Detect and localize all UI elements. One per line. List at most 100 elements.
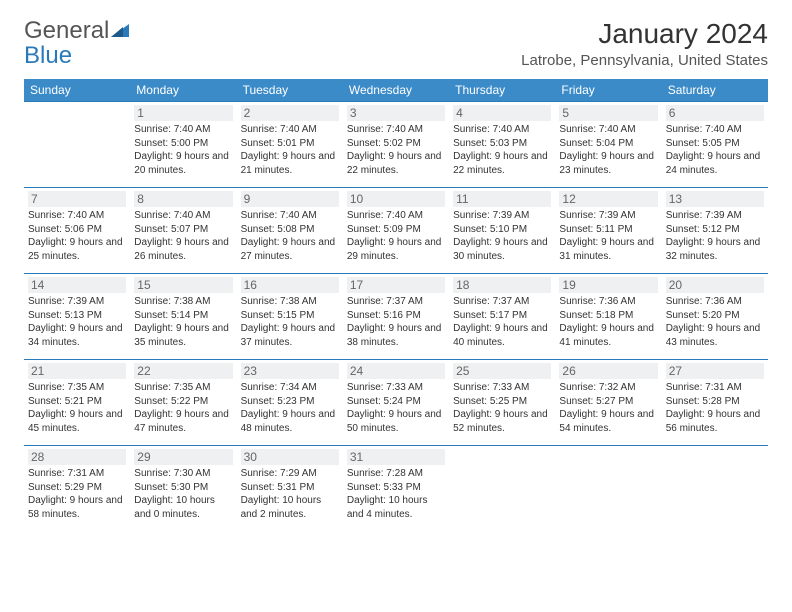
calendar-day-cell: 17 Sunrise: 7:37 AMSunset: 5:16 PMDayligh… [343,274,449,360]
calendar-day-cell: 6Sunrise: 7:40 AMSunset: 5:05 PMDaylight… [662,102,768,188]
calendar-day-cell: 29Sunrise: 7:30 AMSunset: 5:30 PMDayligh… [130,446,236,532]
day-details: Sunrise: 7:39 AMSunset: 5:12 PMDaylight:… [666,209,764,263]
calendar-empty-cell [24,102,130,188]
calendar-week-row: 28 Sunrise: 7:31 AMSunset: 5:29 PMDayligh… [24,446,768,532]
calendar-day-cell: 24 Sunrise: 7:33 AMSunset: 5:24 PMDayligh… [343,360,449,446]
day-number: 25 [453,363,551,379]
day-number: 2 [241,105,339,121]
calendar-day-cell: 8Sunrise: 7:40 AMSunset: 5:07 PMDaylight… [130,188,236,274]
day-number: 28 [28,449,126,465]
calendar-empty-cell [449,446,555,532]
location-text: Latrobe, Pennsylvania, United States [521,52,768,69]
day-number: 19 [559,277,657,293]
day-number: 9 [241,191,339,207]
calendar-day-cell: 14 Sunrise: 7:39 AMSunset: 5:13 PMDayligh… [24,274,130,360]
calendar-day-cell: 20 Sunrise: 7:36 AMSunset: 5:20 PMDayligh… [662,274,768,360]
weekday-header: Sunday [24,79,130,102]
day-details: Sunrise: 7:31 AMSunset: 5:29 PMDaylight:… [28,467,126,521]
logo-text-blue: Blue [24,42,72,69]
title-block: January 2024 Latrobe, Pennsylvania, Unit… [521,18,768,69]
day-number: 1 [134,105,232,121]
day-details: Sunrise: 7:40 AMSunset: 5:09 PMDaylight:… [347,209,445,263]
day-details: Sunrise: 7:37 AMSunset: 5:16 PMDaylight:… [347,295,445,349]
header: GeneralBlue January 2024 Latrobe, Pennsy… [24,18,768,69]
day-details: Sunrise: 7:40 AMSunset: 5:02 PMDaylight:… [347,123,445,177]
day-details: Sunrise: 7:30 AMSunset: 5:30 PMDaylight:… [134,467,232,521]
calendar-day-cell: 15 Sunrise: 7:38 AMSunset: 5:14 PMDayligh… [130,274,236,360]
logo-text-general: General [24,17,109,44]
day-details: Sunrise: 7:40 AMSunset: 5:03 PMDaylight:… [453,123,551,177]
day-details: Sunrise: 7:40 AMSunset: 5:01 PMDaylight:… [241,123,339,177]
weekday-header: Friday [555,79,661,102]
day-number: 4 [453,105,551,121]
day-number: 18 [453,277,551,293]
calendar-day-cell: 13 Sunrise: 7:39 AMSunset: 5:12 PMDayligh… [662,188,768,274]
day-details: Sunrise: 7:34 AMSunset: 5:23 PMDaylight:… [241,381,339,435]
calendar-day-cell: 23 Sunrise: 7:34 AMSunset: 5:23 PMDayligh… [237,360,343,446]
day-number: 15 [134,277,232,293]
day-details: Sunrise: 7:40 AMSunset: 5:00 PMDaylight:… [134,123,232,177]
calendar-day-cell: 19Sunrise: 7:36 AMSunset: 5:18 PMDayligh… [555,274,661,360]
day-number: 30 [241,449,339,465]
day-number: 27 [666,363,764,379]
weekday-header: Wednesday [343,79,449,102]
day-details: Sunrise: 7:31 AMSunset: 5:28 PMDaylight:… [666,381,764,435]
day-details: Sunrise: 7:40 AMSunset: 5:06 PMDaylight:… [28,209,126,263]
day-details: Sunrise: 7:35 AMSunset: 5:22 PMDaylight:… [134,381,232,435]
day-number: 13 [666,191,764,207]
calendar-day-cell: 25 Sunrise: 7:33 AMSunset: 5:25 PMDayligh… [449,360,555,446]
calendar-empty-cell [662,446,768,532]
day-details: Sunrise: 7:40 AMSunset: 5:04 PMDaylight:… [559,123,657,177]
day-details: Sunrise: 7:39 AMSunset: 5:13 PMDaylight:… [28,295,126,349]
day-number: 7 [28,191,126,207]
calendar-day-cell: 31Sunrise: 7:28 AMSunset: 5:33 PMDayligh… [343,446,449,532]
day-details: Sunrise: 7:35 AMSunset: 5:21 PMDaylight:… [28,381,126,435]
day-number: 31 [347,449,445,465]
day-details: Sunrise: 7:33 AMSunset: 5:24 PMDaylight:… [347,381,445,435]
calendar-day-cell: 21 Sunrise: 7:35 AMSunset: 5:21 PMDayligh… [24,360,130,446]
day-details: Sunrise: 7:36 AMSunset: 5:20 PMDaylight:… [666,295,764,349]
calendar-table: SundayMondayTuesdayWednesdayThursdayFrid… [24,79,768,532]
day-number: 5 [559,105,657,121]
calendar-week-row: 7 Sunrise: 7:40 AMSunset: 5:06 PMDaylight… [24,188,768,274]
calendar-header-row: SundayMondayTuesdayWednesdayThursdayFrid… [24,79,768,102]
day-details: Sunrise: 7:39 AMSunset: 5:11 PMDaylight:… [559,209,657,263]
weekday-header: Saturday [662,79,768,102]
day-number: 23 [241,363,339,379]
calendar-day-cell: 2 Sunrise: 7:40 AMSunset: 5:01 PMDaylight… [237,102,343,188]
calendar-week-row: 21 Sunrise: 7:35 AMSunset: 5:21 PMDayligh… [24,360,768,446]
calendar-day-cell: 5 Sunrise: 7:40 AMSunset: 5:04 PMDaylight… [555,102,661,188]
calendar-day-cell: 9 Sunrise: 7:40 AMSunset: 5:08 PMDaylight… [237,188,343,274]
day-details: Sunrise: 7:37 AMSunset: 5:17 PMDaylight:… [453,295,551,349]
day-details: Sunrise: 7:40 AMSunset: 5:08 PMDaylight:… [241,209,339,263]
day-number: 6 [666,105,764,121]
day-details: Sunrise: 7:38 AMSunset: 5:14 PMDaylight:… [134,295,232,349]
day-details: Sunrise: 7:39 AMSunset: 5:10 PMDaylight:… [453,209,551,263]
day-number: 17 [347,277,445,293]
day-number: 22 [134,363,232,379]
weekday-header: Monday [130,79,236,102]
day-number: 21 [28,363,126,379]
day-number: 20 [666,277,764,293]
day-number: 12 [559,191,657,207]
calendar-day-cell: 10Sunrise: 7:40 AMSunset: 5:09 PMDayligh… [343,188,449,274]
calendar-day-cell: 1 Sunrise: 7:40 AMSunset: 5:00 PMDaylight… [130,102,236,188]
day-details: Sunrise: 7:33 AMSunset: 5:25 PMDaylight:… [453,381,551,435]
day-number: 24 [347,363,445,379]
day-details: Sunrise: 7:32 AMSunset: 5:27 PMDaylight:… [559,381,657,435]
calendar-week-row: 1 Sunrise: 7:40 AMSunset: 5:00 PMDaylight… [24,102,768,188]
calendar-day-cell: 30Sunrise: 7:29 AMSunset: 5:31 PMDayligh… [237,446,343,532]
day-number: 16 [241,277,339,293]
logo-sail-icon [111,18,131,43]
calendar-day-cell: 28 Sunrise: 7:31 AMSunset: 5:29 PMDayligh… [24,446,130,532]
calendar-day-cell: 11 Sunrise: 7:39 AMSunset: 5:10 PMDayligh… [449,188,555,274]
day-number: 26 [559,363,657,379]
calendar-day-cell: 18 Sunrise: 7:37 AMSunset: 5:17 PMDayligh… [449,274,555,360]
day-number: 3 [347,105,445,121]
calendar-day-cell: 22 Sunrise: 7:35 AMSunset: 5:22 PMDayligh… [130,360,236,446]
day-number: 11 [453,191,551,207]
day-number: 8 [134,191,232,207]
weekday-header: Thursday [449,79,555,102]
day-number: 14 [28,277,126,293]
calendar-body: 1 Sunrise: 7:40 AMSunset: 5:00 PMDaylight… [24,102,768,532]
